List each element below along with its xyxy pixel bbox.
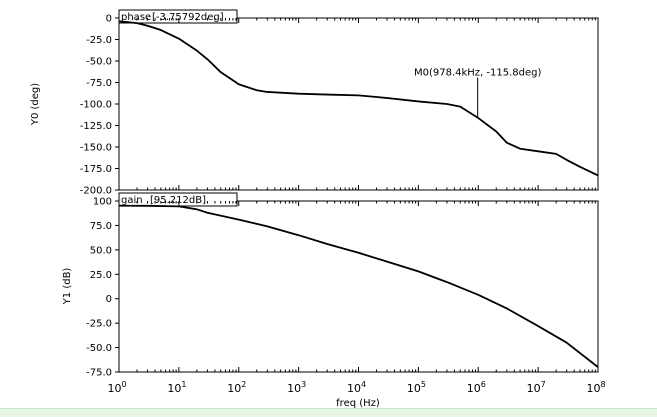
gain-y-tick-label: -50.0: [86, 343, 112, 354]
phase-y-tick-label: -25.0: [86, 35, 112, 46]
phase-y-tick-label: -175.0: [80, 164, 112, 175]
gain-trace-label: gain: [121, 195, 143, 206]
gain-plot-frame: [118, 200, 599, 373]
x-tick-label: 106: [467, 380, 486, 395]
x-tick-exponent: 5: [421, 380, 426, 389]
bode-plot: phase [-3.75792deg] Y0 (deg) 0 -25.0 -50.0…: [30, 9, 606, 408]
gain-y-tick-label: -25.0: [86, 319, 112, 330]
phase-trace-label: phase: [121, 12, 151, 23]
gain-panel: gain [95.212dB] Y1 (dB) 100 75.0 50.0 25.0 0…: [62, 192, 599, 379]
phase-panel: phase [-3.75792deg] Y0 (deg) 0 -25.0 -50.0…: [30, 9, 599, 197]
gain-trace-value: [95.212dB]: [150, 195, 206, 206]
bottom-status-strip: [0, 408, 657, 417]
x-tick-exponent: 6: [481, 380, 486, 389]
phase-trace-line: [118, 20, 599, 177]
x-tick-exponent: 4: [361, 380, 366, 389]
x-tick-base: 10: [167, 382, 181, 395]
x-tick-exponent: 8: [600, 380, 605, 389]
x-tick-label: 102: [227, 380, 246, 395]
marker-m0-label: M0(978.4kHz, -115.8deg): [414, 68, 542, 79]
phase-y-tick-label: -125.0: [80, 121, 112, 132]
x-axis: 100 101 102 103 104 105 106 107 108: [107, 380, 605, 395]
x-tick-exponent: 7: [541, 380, 546, 389]
x-tick-label: 105: [407, 380, 426, 395]
x-tick-label: 107: [527, 380, 546, 395]
x-tick-exponent: 0: [121, 380, 126, 389]
x-tick-label: 104: [347, 380, 366, 395]
x-tick-base: 10: [347, 382, 361, 395]
phase-y-tick-label: -100.0: [80, 100, 112, 111]
gain-y-tick-label: 25.0: [90, 270, 112, 281]
gain-y-axis-label: Y1 (dB): [62, 268, 73, 306]
x-tick-base: 10: [227, 382, 241, 395]
phase-plot-frame: [118, 17, 599, 191]
x-tick-label: 100: [107, 380, 126, 395]
phase-y-tick-label: -150.0: [80, 143, 112, 154]
x-tick-base: 10: [107, 382, 121, 395]
x-tick-base: 10: [467, 382, 481, 395]
x-tick-base: 10: [527, 382, 541, 395]
x-tick-base: 10: [287, 382, 301, 395]
gain-y-tick-label: 0: [106, 294, 112, 305]
phase-y-tick-label: -200.0: [80, 186, 112, 197]
phase-trace-value: [-3.75792deg]: [152, 12, 224, 23]
phase-y-axis-label: Y0 (deg): [30, 83, 41, 126]
gain-trace-line: [118, 204, 599, 368]
x-axis-label: freq (Hz): [336, 398, 380, 408]
x-tick-base: 10: [407, 382, 421, 395]
phase-y-tick-label: 0: [106, 14, 112, 25]
x-tick-label: 101: [167, 380, 186, 395]
gain-y-tick-label: 75.0: [90, 221, 112, 232]
gain-y-tick-label: 50.0: [90, 245, 112, 256]
x-tick-exponent: 1: [181, 380, 186, 389]
phase-y-tick-label: -50.0: [86, 57, 112, 68]
x-tick-exponent: 2: [241, 380, 246, 389]
x-tick-exponent: 3: [301, 380, 306, 389]
x-tick-base: 10: [586, 382, 600, 395]
x-tick-label: 108: [586, 380, 605, 395]
gain-y-tick-label: -75.0: [86, 368, 112, 379]
gain-y-tick-label: 100: [93, 197, 112, 208]
phase-y-tick-label: -75.0: [86, 78, 112, 89]
x-tick-label: 103: [287, 380, 306, 395]
